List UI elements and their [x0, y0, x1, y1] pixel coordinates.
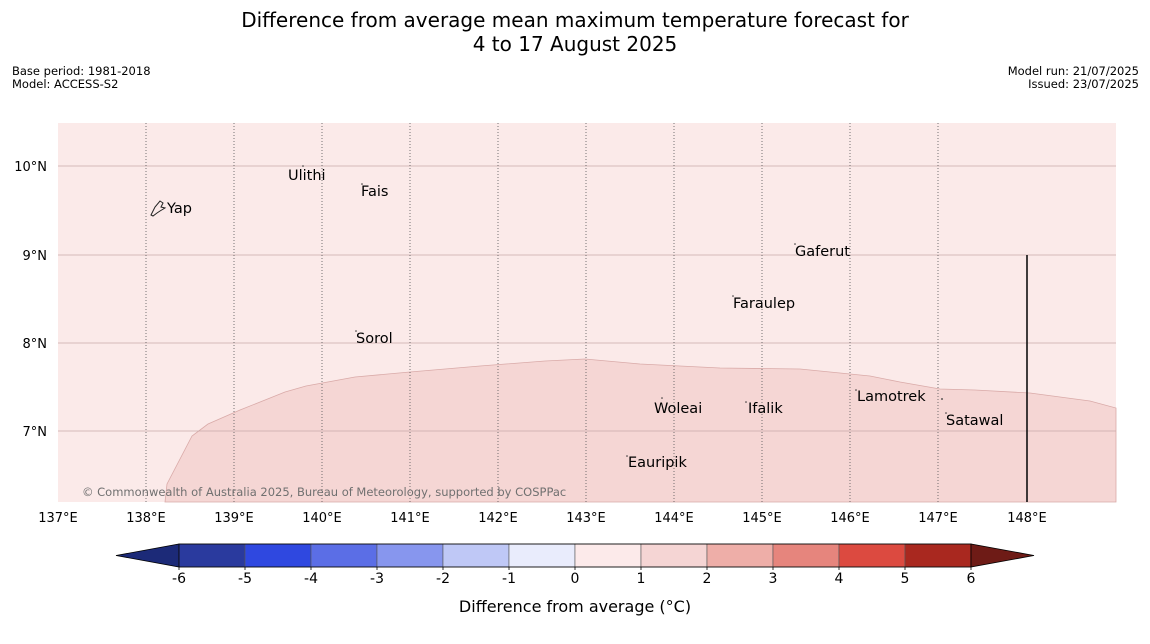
colorbar-segment: [178, 543, 246, 568]
metadata-left: Base period: 1981-2018 Model: ACCESS-S2: [12, 65, 151, 91]
base-period: Base period: 1981-2018: [12, 64, 151, 78]
lat-label-10n: 10°N: [14, 160, 47, 175]
map-title-line-2: 4 to 17 August 2025: [472, 32, 678, 56]
lon-label-144e: 144°E: [654, 511, 694, 526]
colorbar-segment: [508, 543, 576, 568]
colorbar-segment: [442, 543, 510, 568]
place-label-woleai: Woleai: [654, 401, 702, 417]
place-label-faraulep: Faraulep: [733, 296, 795, 312]
place-label-yap: Yap: [166, 201, 192, 217]
place-label-satawal: Satawal: [946, 413, 1003, 429]
place-label-lamotrek: Lamotrek: [857, 389, 926, 405]
map-title: Difference from average mean maximum tem…: [0, 8, 1150, 56]
colorbar-over-arrow: [970, 543, 1035, 568]
lon-label-137e: 137°E: [38, 511, 78, 526]
place-label-ulithi: Ulithi: [288, 168, 326, 184]
place-label-eauripik: Eauripik: [628, 455, 687, 471]
colorbar-segment: [838, 543, 906, 568]
colorbar-tick-label: 1: [637, 571, 646, 587]
place-label-ifalik: Ifalik: [748, 401, 783, 417]
colorbar: -6 -5 -4 -3 -2 -1 0 1 2 3 4 5 6 Difference from aver…: [115, 543, 1035, 616]
colorbar-segment: [376, 543, 444, 568]
lon-label-143e: 143°E: [566, 511, 606, 526]
colorbar-tick-label: 4: [835, 571, 844, 587]
lon-label-147e: 147°E: [918, 511, 958, 526]
colorbar-segment: [310, 543, 378, 568]
colorbar-segment: [706, 543, 774, 568]
colorbar-tick-label: -4: [304, 571, 318, 587]
lat-label-9n: 9°N: [23, 249, 48, 264]
colorbar-tick-label: -3: [370, 571, 384, 587]
colorbar-tick-label: 6: [967, 571, 976, 587]
colorbar-tick-label: 0: [571, 571, 580, 587]
colorbar-tick-label: -1: [502, 571, 516, 587]
metadata-right: Model run: 21/07/2025 Issued: 23/07/2025: [1008, 65, 1139, 91]
place-label-sorol: Sorol: [356, 331, 393, 347]
lon-label-141e: 141°E: [390, 511, 430, 526]
island-markers: [302, 165, 947, 457]
copyright-notice: © Commonwealth of Australia 2025, Bureau…: [82, 485, 566, 499]
yap-island-shape: [150, 200, 167, 217]
colorbar-segment: [574, 543, 642, 568]
model-name: Model: ACCESS-S2: [12, 77, 119, 91]
colorbar-segment: [904, 543, 972, 568]
colorbar-label: Difference from average (°C): [459, 597, 691, 616]
lon-label-139e: 139°E: [214, 511, 254, 526]
issued-date: Issued: 23/07/2025: [1028, 77, 1139, 91]
colorbar-segment: [244, 543, 312, 568]
lon-label-148e: 148°E: [1007, 511, 1047, 526]
lon-label-146e: 146°E: [830, 511, 870, 526]
lat-label-8n: 8°N: [23, 337, 48, 352]
colorbar-tick-label: -2: [436, 571, 450, 587]
colorbar-tick-label: 5: [901, 571, 910, 587]
place-label-fais: Fais: [361, 184, 388, 200]
map-title-line-1: Difference from average mean maximum tem…: [241, 8, 909, 32]
colorbar-tick-label: 2: [703, 571, 712, 587]
model-run: Model run: 21/07/2025: [1007, 64, 1139, 78]
colorbar-segment: [640, 543, 708, 568]
lat-label-7n: 7°N: [23, 425, 48, 440]
longitude-gridlines: [145, 123, 939, 502]
colorbar-tick-label: -6: [172, 571, 186, 587]
colorbar-under-arrow: [115, 543, 180, 568]
lon-label-138e: 138°E: [126, 511, 166, 526]
lon-label-142e: 142°E: [478, 511, 518, 526]
lon-label-145e: 145°E: [742, 511, 782, 526]
place-label-gaferut: Gaferut: [795, 244, 850, 260]
colorbar-tick-label: -5: [238, 571, 252, 587]
lon-label-140e: 140°E: [302, 511, 342, 526]
colorbar-tick-label: 3: [769, 571, 778, 587]
colorbar-segment: [772, 543, 840, 568]
anomaly-band-1-to-2: [164, 358, 1117, 503]
